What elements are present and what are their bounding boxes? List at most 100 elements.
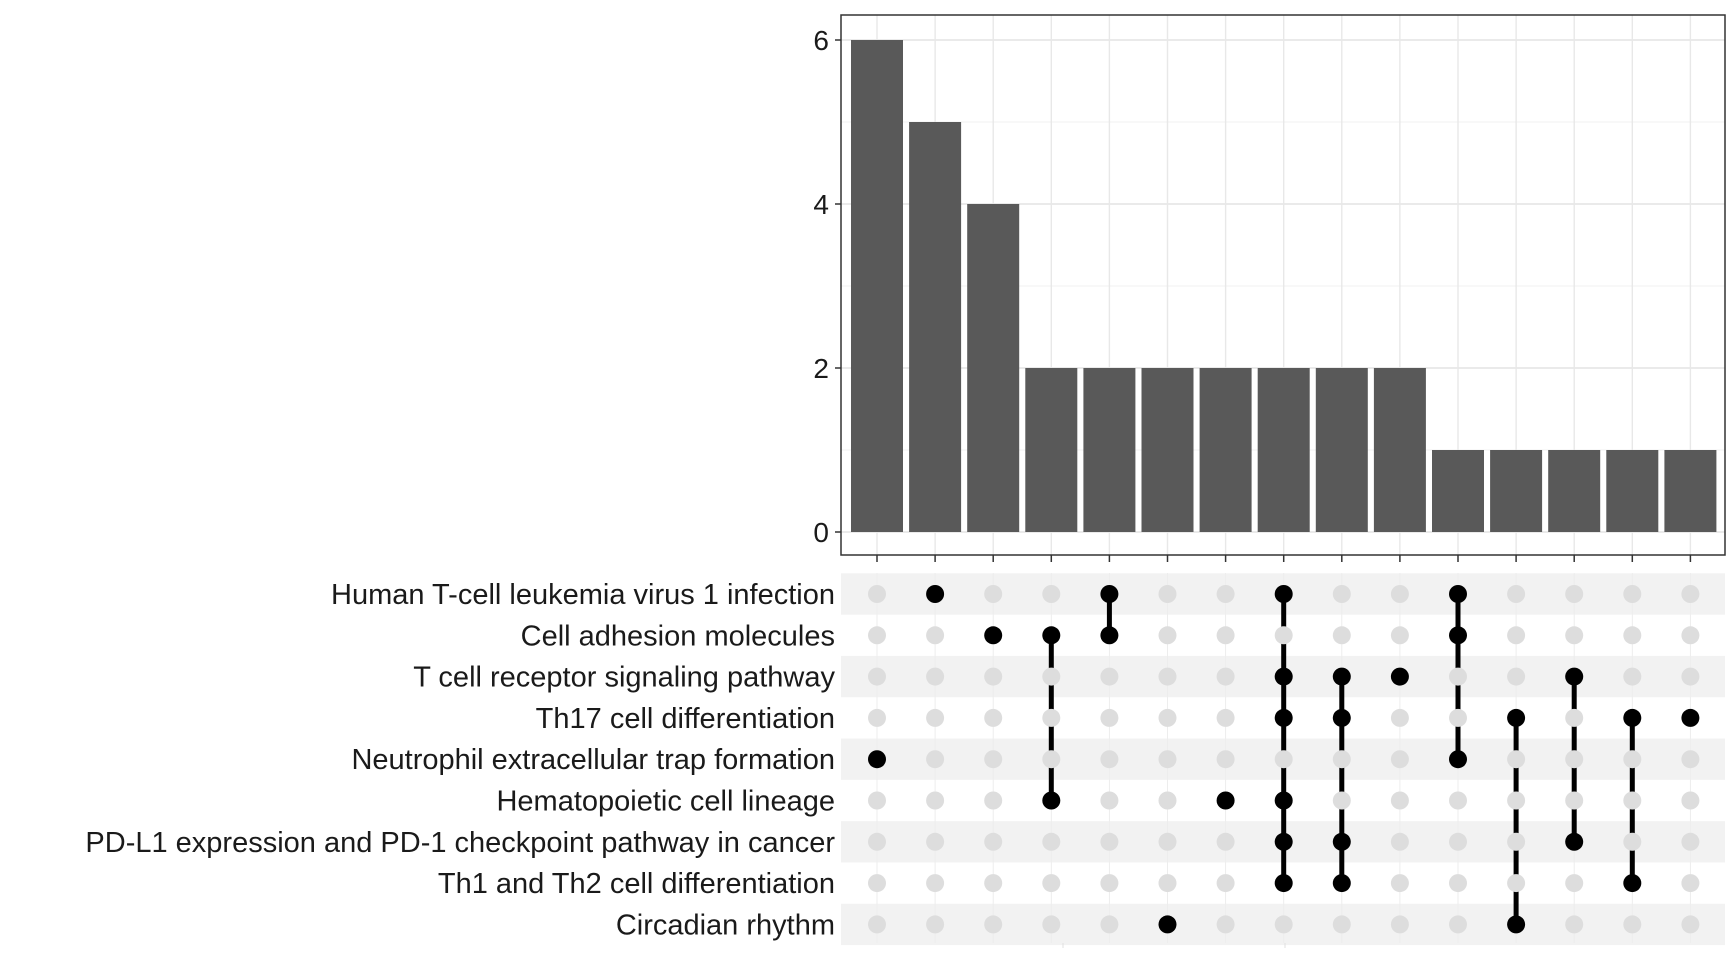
inactive-dot: [1042, 667, 1061, 686]
bar: [1490, 450, 1543, 532]
inactive-dot: [984, 667, 1003, 686]
inactive-dot: [984, 708, 1003, 727]
inactive-dot: [868, 874, 886, 893]
set-label: Cell adhesion molecules: [521, 620, 835, 652]
inactive-dot: [1158, 708, 1177, 727]
inactive-dot: [1565, 750, 1584, 769]
active-dot: [1274, 874, 1293, 893]
inactive-dot: [868, 915, 886, 934]
active-dot: [1507, 915, 1526, 934]
inactive-dot: [1449, 915, 1467, 934]
active-dot: [868, 750, 886, 769]
active-dot: [1623, 708, 1642, 727]
inactive-dot: [1158, 791, 1177, 810]
inactive-dot: [1216, 708, 1235, 727]
inactive-dot: [868, 667, 886, 686]
set-label: Th1 and Th2 cell differentiation: [438, 868, 835, 900]
inactive-dot: [1332, 750, 1351, 769]
inactive-dot: [1390, 585, 1409, 603]
active-dot: [1332, 832, 1351, 851]
inactive-dot: [1216, 915, 1235, 934]
inactive-dot: [1100, 750, 1119, 769]
inactive-dot: [868, 832, 886, 851]
bar: [1315, 368, 1368, 532]
inactive-dot: [1042, 874, 1061, 893]
set-label: T cell receptor signaling pathway: [413, 662, 835, 694]
bar: [1373, 368, 1426, 532]
inactive-dot: [868, 626, 886, 645]
inactive-dot: [1390, 791, 1409, 810]
inactive-dot: [984, 585, 1003, 603]
inactive-dot: [1042, 915, 1061, 934]
active-dot: [1623, 874, 1642, 893]
inactive-dot: [1100, 667, 1119, 686]
active-dot: [1274, 708, 1293, 727]
inactive-dot: [1390, 750, 1409, 769]
y-tick-label: 4: [813, 189, 829, 220]
bar: [851, 40, 903, 532]
inactive-dot: [1332, 585, 1351, 603]
inactive-dot: [1565, 626, 1584, 645]
inactive-dot: [1507, 791, 1526, 810]
inactive-dot: [1390, 915, 1409, 934]
inactive-dot: [926, 750, 945, 769]
inactive-dot: [1623, 667, 1642, 686]
active-dot: [1449, 750, 1467, 769]
active-dot: [1681, 708, 1700, 727]
inactive-dot: [1623, 791, 1642, 810]
inactive-dot: [1565, 708, 1584, 727]
inactive-dot: [1332, 915, 1351, 934]
inactive-dot: [1449, 791, 1467, 810]
active-dot: [1274, 585, 1293, 603]
set-label: Human T-cell leukemia virus 1 infection: [331, 579, 835, 611]
inactive-dot: [1216, 874, 1235, 893]
active-dot: [926, 585, 945, 603]
inactive-dot: [1449, 708, 1467, 727]
inactive-dot: [1565, 915, 1584, 934]
set-label: Hematopoietic cell lineage: [496, 786, 835, 818]
bar: [1548, 450, 1601, 532]
inactive-dot: [1100, 791, 1119, 810]
inactive-dot: [1681, 667, 1700, 686]
inactive-dot: [1507, 750, 1526, 769]
active-dot: [1042, 626, 1061, 645]
bar: [967, 204, 1020, 532]
inactive-dot: [1158, 874, 1177, 893]
inactive-dot: [1681, 626, 1700, 645]
inactive-dot: [1274, 915, 1293, 934]
inactive-dot: [926, 791, 945, 810]
inactive-dot: [1681, 791, 1700, 810]
bar: [1141, 368, 1194, 532]
active-dot: [1274, 832, 1293, 851]
inactive-dot: [926, 667, 945, 686]
active-dot: [1332, 874, 1351, 893]
inactive-dot: [1623, 626, 1642, 645]
inactive-dot: [926, 626, 945, 645]
active-dot: [1449, 626, 1467, 645]
inactive-dot: [1100, 708, 1119, 727]
set-label: Th17 cell differentiation: [536, 703, 835, 735]
inactive-dot: [1623, 750, 1642, 769]
inactive-dot: [1507, 874, 1526, 893]
y-tick-label: 6: [813, 25, 829, 56]
inactive-dot: [926, 915, 945, 934]
inactive-dot: [1158, 750, 1177, 769]
active-dot: [1390, 667, 1409, 686]
inactive-dot: [1158, 585, 1177, 603]
inactive-dot: [1274, 626, 1293, 645]
bar: [1083, 368, 1136, 532]
inactive-dot: [926, 832, 945, 851]
inactive-dot: [1623, 832, 1642, 851]
inactive-dot: [1681, 915, 1700, 934]
active-dot: [1274, 667, 1293, 686]
inactive-dot: [1390, 832, 1409, 851]
inactive-dot: [984, 874, 1003, 893]
intersection-matrix-panel: [841, 573, 1725, 948]
inactive-dot: [1507, 585, 1526, 603]
active-dot: [1449, 585, 1467, 603]
inactive-dot: [1042, 585, 1061, 603]
inactive-dot: [1216, 626, 1235, 645]
inactive-dot: [1449, 832, 1467, 851]
inactive-dot: [1507, 832, 1526, 851]
